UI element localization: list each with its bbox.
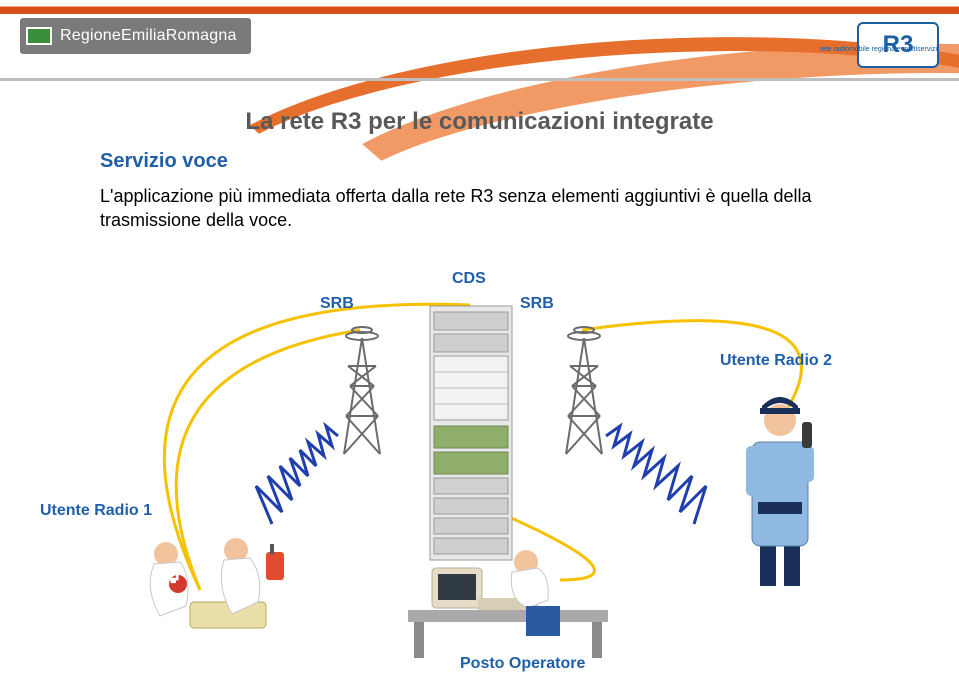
body-paragraph: L'applicazione più immediata offerta dal… bbox=[100, 184, 860, 233]
page-header: RegioneEmiliaRomagna R3 rete radiomobile… bbox=[0, 0, 959, 80]
label-user-1: Utente Radio 1 bbox=[40, 502, 152, 520]
cds-rack bbox=[430, 306, 512, 560]
region-logo: RegioneEmiliaRomagna bbox=[20, 18, 251, 54]
radio-wave-left bbox=[256, 426, 338, 524]
r3-logo: R3 bbox=[857, 22, 939, 68]
radio-tower-right bbox=[566, 327, 602, 454]
label-srb-left: SRB bbox=[320, 295, 354, 313]
radio-wave-right bbox=[606, 426, 706, 524]
page-title: La rete R3 per le comunicazioni integrat… bbox=[0, 108, 959, 136]
header-divider bbox=[0, 78, 959, 81]
region-logo-icon bbox=[26, 27, 52, 45]
label-cds: CDS bbox=[452, 270, 486, 288]
label-srb-right: SRB bbox=[520, 295, 554, 313]
section-subtitle: Servizio voce bbox=[100, 150, 228, 173]
arc-medics-tower bbox=[176, 330, 360, 590]
label-user-2: Utente Radio 2 bbox=[720, 352, 832, 370]
operator-illustration bbox=[408, 550, 608, 658]
user-radio-1-illustration bbox=[150, 538, 284, 628]
header-accent-bar bbox=[0, 8, 959, 14]
region-logo-text: RegioneEmiliaRomagna bbox=[60, 27, 237, 45]
label-operator: Posto Operatore bbox=[460, 655, 585, 673]
network-diagram bbox=[0, 250, 959, 680]
r3-logo-text: R3 bbox=[883, 31, 914, 59]
r3-logo-tagline: rete radiomobile regionale multiservizi bbox=[820, 46, 938, 53]
user-radio-2-illustration bbox=[746, 397, 814, 586]
arc-medics-cds bbox=[164, 304, 470, 590]
radio-tower-left bbox=[344, 327, 380, 454]
